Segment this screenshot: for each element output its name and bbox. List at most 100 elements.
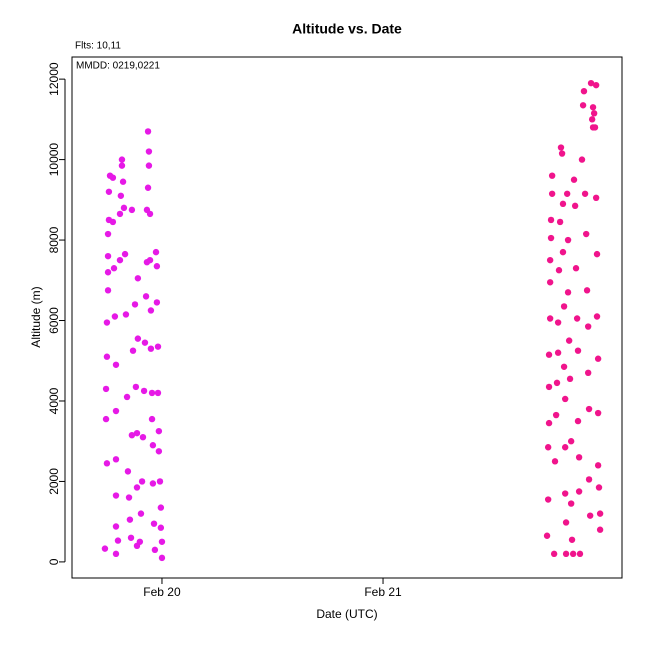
point — [554, 319, 562, 326]
point — [550, 550, 558, 558]
point — [559, 248, 567, 256]
point — [595, 484, 603, 491]
point — [109, 218, 117, 226]
point — [121, 250, 129, 258]
point — [575, 454, 583, 461]
point — [145, 162, 153, 169]
point — [585, 476, 593, 483]
point — [592, 81, 600, 89]
point — [592, 194, 600, 202]
y-tick-label: 6000 — [47, 307, 61, 334]
y-tick-label: 4000 — [47, 387, 61, 414]
point — [546, 315, 554, 322]
point — [138, 478, 146, 485]
point — [112, 523, 120, 530]
point — [142, 293, 150, 300]
point — [574, 347, 582, 354]
point — [112, 361, 120, 368]
point — [547, 216, 555, 224]
point — [120, 204, 128, 212]
point — [561, 395, 569, 403]
point — [155, 448, 163, 455]
y-tick-label: 10000 — [47, 143, 61, 177]
point — [155, 427, 163, 435]
point — [593, 313, 601, 320]
point — [129, 347, 137, 354]
point — [581, 190, 589, 197]
plot-frame — [71, 56, 623, 579]
point — [554, 349, 562, 356]
x-axis-label: Date (UTC) — [316, 607, 377, 621]
point — [558, 150, 566, 157]
point — [561, 444, 569, 451]
point — [128, 431, 136, 439]
point — [579, 102, 587, 109]
point — [588, 116, 596, 123]
point — [147, 345, 155, 352]
point — [116, 256, 124, 264]
point — [103, 460, 111, 467]
point — [594, 409, 602, 417]
point — [553, 379, 561, 387]
point — [123, 393, 131, 401]
point — [145, 148, 153, 155]
point — [104, 230, 112, 238]
point — [571, 202, 579, 210]
point — [566, 375, 574, 383]
point — [133, 429, 141, 437]
point — [574, 417, 582, 425]
point — [552, 411, 560, 419]
point — [568, 536, 576, 543]
point — [118, 162, 126, 169]
point — [136, 538, 144, 545]
point — [101, 545, 109, 552]
point — [109, 174, 117, 181]
point — [147, 307, 155, 314]
point — [102, 415, 110, 423]
point — [547, 234, 555, 242]
point — [544, 496, 552, 503]
point — [122, 311, 130, 318]
point — [134, 275, 142, 282]
point — [156, 478, 164, 485]
point — [589, 104, 597, 111]
point — [584, 369, 592, 377]
point — [548, 190, 556, 197]
point — [157, 504, 165, 511]
point — [126, 516, 134, 523]
point — [149, 442, 157, 449]
point — [556, 218, 564, 226]
point — [567, 500, 575, 507]
annotation: MMDD: 0219,0221 — [76, 61, 160, 72]
point — [127, 534, 135, 541]
point — [104, 252, 112, 260]
point — [112, 407, 120, 415]
point — [151, 546, 159, 554]
point — [154, 343, 162, 350]
point — [587, 79, 595, 87]
point — [564, 236, 572, 244]
point — [572, 265, 580, 272]
point — [157, 524, 165, 531]
point — [141, 339, 149, 346]
point — [593, 250, 601, 258]
point — [104, 269, 112, 276]
point — [149, 480, 157, 487]
point — [111, 313, 119, 320]
point — [582, 230, 590, 238]
point — [146, 256, 154, 264]
point — [112, 456, 120, 463]
point — [131, 301, 139, 308]
point — [596, 526, 604, 533]
point — [563, 190, 571, 197]
point — [559, 200, 567, 208]
point — [546, 256, 554, 264]
point — [103, 353, 111, 360]
point — [560, 363, 568, 370]
y-tick-label: 8000 — [47, 226, 61, 253]
point — [576, 550, 584, 558]
point — [565, 337, 573, 344]
point — [583, 287, 591, 294]
point — [545, 383, 553, 391]
